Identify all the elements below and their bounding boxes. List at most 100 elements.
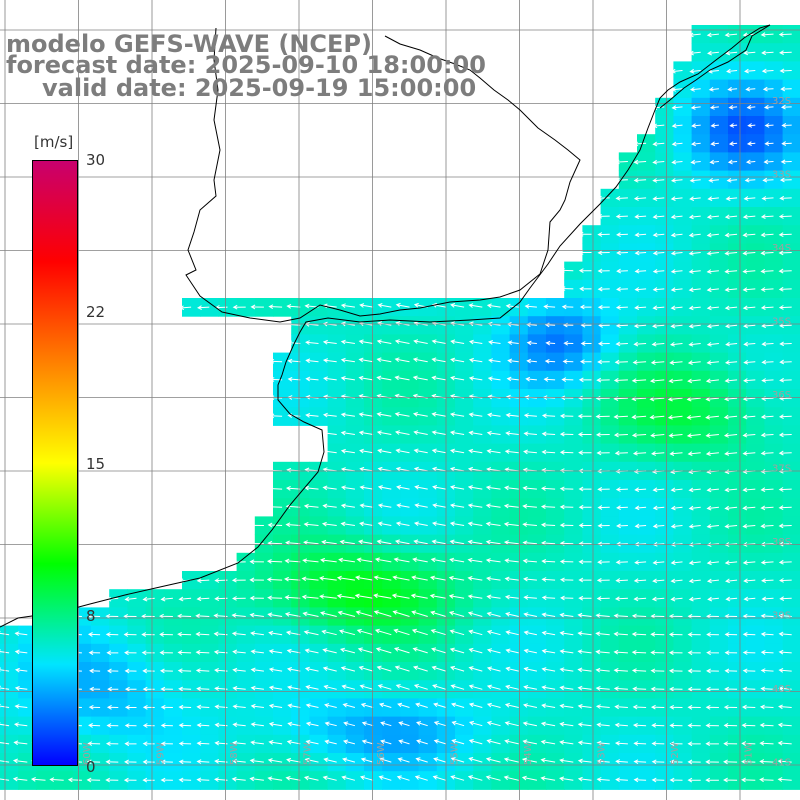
- wind-arrow: [86, 777, 101, 783]
- wind-cell: [600, 716, 620, 736]
- wind-arrow: [142, 723, 155, 728]
- wind-arrow: [616, 523, 628, 529]
- wind-cell: [673, 443, 693, 463]
- wind-cell: [600, 480, 620, 499]
- wind-cell: [709, 771, 729, 790]
- wind-arrow: [142, 704, 155, 710]
- wind-arrow: [578, 523, 592, 528]
- wind-cell: [691, 498, 711, 517]
- wind-cell: [309, 370, 329, 390]
- wind-arrow: [249, 612, 264, 618]
- wind-arrow: [431, 665, 447, 672]
- wind-cell: [509, 480, 529, 499]
- wind-arrow: [468, 448, 483, 454]
- wind-arrow: [652, 123, 665, 129]
- wind-arrow: [324, 703, 337, 708]
- wind-arrow: [633, 578, 647, 584]
- wind-cell: [473, 771, 492, 790]
- wind-arrow: [780, 159, 792, 165]
- wind-arrow: [450, 357, 465, 363]
- wind-cell: [273, 643, 292, 663]
- wind-arrow: [559, 559, 574, 564]
- wind-cell: [655, 662, 674, 681]
- wind-arrow: [526, 340, 537, 346]
- wind-arrow: [467, 576, 483, 581]
- wind-arrow: [486, 448, 501, 454]
- wind-arrow: [358, 430, 374, 436]
- wind-arrow: [305, 358, 319, 364]
- wind-arrow: [545, 340, 556, 346]
- wind-cell: [527, 389, 547, 408]
- wind-arrow: [287, 721, 301, 727]
- wind-cell: [582, 643, 602, 663]
- wind-cell: [618, 753, 638, 772]
- wind-cell: [163, 753, 183, 772]
- wind-cell: [564, 370, 583, 390]
- wind-cell: [473, 625, 492, 645]
- wind-arrow: [397, 702, 410, 708]
- wind-cell: [327, 734, 347, 754]
- wind-cell: [291, 734, 310, 754]
- wind-cell: [200, 298, 219, 317]
- wind-cell: [582, 225, 602, 244]
- wind-arrow: [687, 777, 701, 783]
- wind-cell: [527, 771, 547, 790]
- wind-arrow: [323, 376, 337, 382]
- wind-cell: [728, 552, 747, 572]
- wind-cell: [254, 643, 274, 663]
- wind-arrow: [395, 521, 410, 527]
- wind-arrow: [650, 668, 665, 674]
- wind-arrow: [249, 522, 264, 528]
- wind-cell: [527, 498, 547, 517]
- wind-cell: [400, 334, 420, 354]
- wind-cell: [564, 734, 583, 754]
- wind-cell: [218, 625, 238, 645]
- wind-cell: [291, 771, 310, 790]
- wind-cell: [673, 589, 693, 608]
- wind-cell: [491, 534, 511, 554]
- wind-arrow: [359, 466, 374, 472]
- wind-arrow: [396, 485, 410, 490]
- wind-cell: [0, 680, 19, 699]
- wind-arrow: [541, 612, 556, 618]
- wind-cell: [400, 625, 420, 645]
- wind-arrow: [652, 268, 665, 274]
- wind-arrow: [468, 430, 483, 436]
- wind-cell: [709, 516, 729, 536]
- wind-arrow: [597, 341, 610, 347]
- wind-cell: [418, 534, 438, 554]
- wind-cell: [673, 407, 693, 426]
- wind-cell: [564, 589, 583, 608]
- wind-cell: [546, 370, 565, 390]
- wind-arrow: [780, 104, 792, 110]
- wind-cell: [291, 334, 310, 354]
- wind-cell: [345, 352, 365, 372]
- wind-cell: [291, 680, 310, 699]
- wind-cell: [455, 389, 474, 408]
- wind-arrow: [670, 560, 683, 566]
- wind-arrow: [486, 702, 501, 708]
- wind-arrow: [232, 304, 246, 310]
- wind-cell: [746, 97, 765, 117]
- wind-arrow: [0, 649, 10, 654]
- wind-arrow: [142, 777, 155, 783]
- wind-cell: [746, 134, 765, 153]
- wind-cell: [764, 79, 784, 99]
- wind-cell: [728, 79, 747, 99]
- wind-arrow: [729, 123, 738, 128]
- wind-cell: [327, 716, 347, 736]
- wind-arrow: [613, 613, 628, 619]
- wind-cell: [382, 643, 401, 663]
- wind-cell: [600, 589, 620, 608]
- wind-cell: [673, 607, 693, 627]
- wind-cell: [400, 571, 420, 590]
- wind-arrow: [14, 686, 28, 691]
- wind-arrow: [30, 777, 46, 782]
- wind-arrow: [652, 141, 665, 147]
- wind-arrow: [141, 613, 155, 619]
- wind-cell: [327, 771, 347, 790]
- wind-arrow: [615, 195, 628, 201]
- wind-arrow: [634, 523, 647, 529]
- wind-cell: [746, 243, 765, 263]
- wind-cell: [618, 716, 638, 736]
